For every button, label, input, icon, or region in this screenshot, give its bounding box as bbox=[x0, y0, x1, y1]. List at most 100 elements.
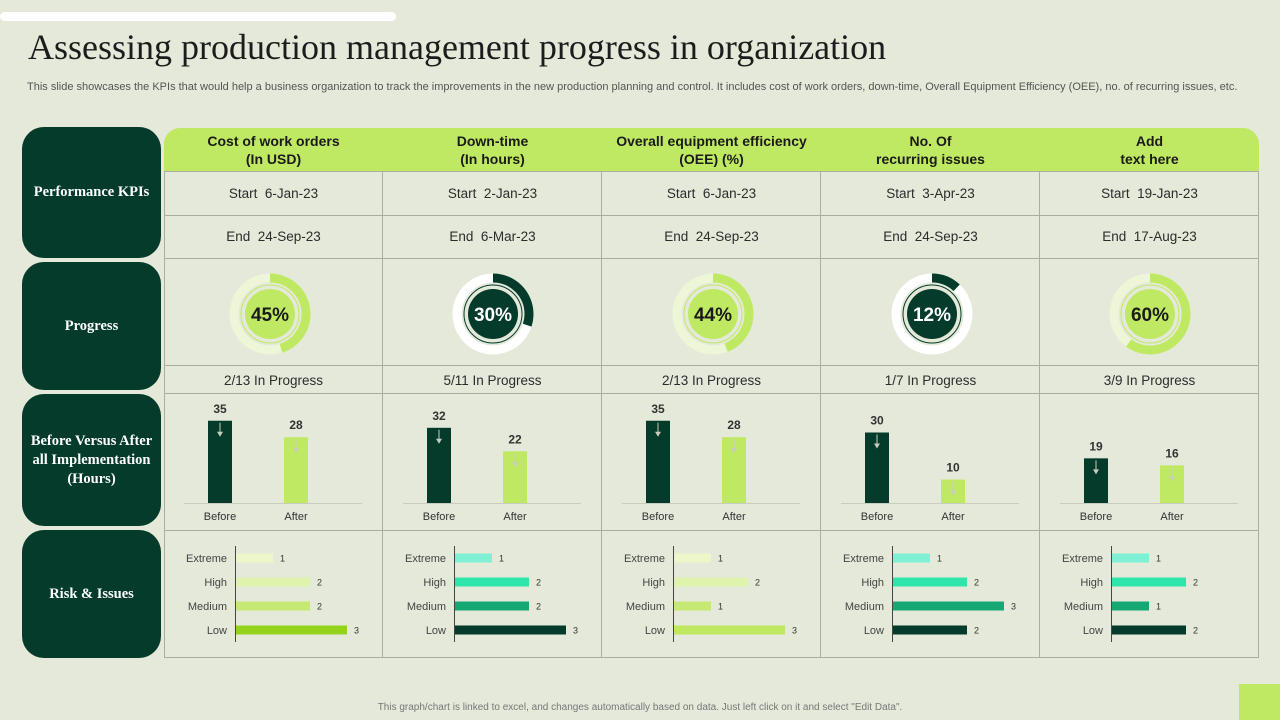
row-label-risk-issues: Risk & Issues bbox=[22, 530, 163, 658]
bar-category-label: Before bbox=[1080, 511, 1112, 523]
end-date-cell: End 24-Sep-23 bbox=[821, 229, 1040, 244]
start-label: Start bbox=[666, 186, 696, 201]
bar-value-label: 22 bbox=[508, 432, 522, 446]
risk-bar-medium bbox=[1112, 601, 1149, 611]
bar-value-label: 35 bbox=[651, 402, 665, 416]
kpi-header-5-line2: text here bbox=[1120, 151, 1179, 167]
risk-chart: Extreme 1 High 2 Medium 2 Low 3 bbox=[186, 546, 359, 642]
risk-chart: Extreme 1 High 2 Medium 3 Low 2 bbox=[843, 546, 1016, 642]
start-date-cell: Start 3-Apr-23 bbox=[821, 186, 1040, 201]
arrow-down-icon bbox=[293, 448, 299, 454]
page-title: Assessing production management progress… bbox=[28, 27, 887, 67]
bar-category-label: After bbox=[503, 511, 527, 523]
risk-category-label: High bbox=[861, 577, 884, 589]
risk-category-label: Extreme bbox=[405, 553, 446, 565]
grid-line bbox=[164, 365, 1259, 366]
risk-category-label: Low bbox=[864, 625, 884, 637]
risk-category-label: Low bbox=[207, 625, 227, 637]
progress-donut: 45% bbox=[229, 273, 311, 355]
risk-bar-high bbox=[236, 577, 310, 587]
risk-bar-low bbox=[455, 625, 566, 635]
kpi-header-2-line1: Down-time bbox=[456, 133, 529, 149]
risk-category-label: Low bbox=[1083, 625, 1103, 637]
grid-line bbox=[1258, 171, 1259, 658]
grid-line bbox=[164, 215, 1259, 216]
donut-arc bbox=[672, 273, 754, 355]
arrow-down-icon bbox=[436, 438, 442, 444]
risk-category-label: Extreme bbox=[186, 553, 227, 565]
risk-bar-low bbox=[1112, 625, 1186, 635]
risk-bar-medium bbox=[674, 601, 711, 611]
risk-value-label: 2 bbox=[536, 602, 541, 612]
risk-category-label: Extreme bbox=[624, 553, 665, 565]
arrow-down-icon bbox=[1169, 476, 1175, 482]
progress-text: 2/13 In Progress bbox=[661, 373, 762, 388]
end-date: 24-Sep-23 bbox=[257, 229, 321, 244]
top-accent-bar bbox=[0, 12, 396, 21]
progress-donut: 30% bbox=[452, 273, 534, 355]
bar-category-label: After bbox=[941, 511, 965, 523]
kpi-header-3: Overall equipment efficiency (OEE) (%) bbox=[602, 132, 821, 168]
grid-line bbox=[382, 171, 383, 658]
donut-center bbox=[907, 289, 957, 339]
before-after-chart: 35 Before 28 After bbox=[184, 402, 362, 523]
risk-bar-high bbox=[455, 577, 529, 587]
progress-text: 5/11 In Progress bbox=[443, 373, 542, 388]
end-date-cell: End 6-Mar-23 bbox=[383, 229, 602, 244]
kpi-header-3-line2: (OEE) (%) bbox=[679, 151, 744, 167]
risk-category-label: Extreme bbox=[843, 553, 884, 565]
kpi-header: Cost of work orders (In USD) Down-time (In… bbox=[164, 128, 1259, 171]
progress-donut: 12% bbox=[891, 273, 973, 355]
bar-category-label: After bbox=[1160, 511, 1184, 523]
donut-arc bbox=[452, 273, 534, 355]
risk-value-label: 2 bbox=[536, 578, 541, 588]
page-subtitle: This slide showcases the KPIs that would… bbox=[27, 81, 1238, 93]
before-after-chart: 19 Before 16 After bbox=[1060, 439, 1238, 523]
start-date-cell: Start 6-Jan-23 bbox=[602, 186, 821, 201]
start-date: 2-Jan-23 bbox=[483, 186, 538, 201]
risk-category-label: High bbox=[204, 577, 227, 589]
risk-value-label: 3 bbox=[354, 626, 359, 636]
progress-text: 3/9 In Progress bbox=[1103, 373, 1196, 388]
donut-label: 60% bbox=[1131, 305, 1169, 326]
arrow-down-icon bbox=[1093, 469, 1099, 475]
donut-label: 44% bbox=[694, 305, 732, 326]
arrow-down-icon bbox=[217, 431, 223, 437]
kpi-header-5-line1: Add bbox=[1135, 133, 1164, 149]
bar-category-label: Before bbox=[204, 511, 236, 523]
risk-value-label: 3 bbox=[573, 626, 578, 636]
start-label: Start bbox=[1101, 186, 1130, 201]
risk-bar-low bbox=[674, 625, 785, 635]
risk-bar-extreme bbox=[893, 553, 930, 563]
risk-bar-high bbox=[893, 577, 967, 587]
grid-line bbox=[164, 530, 1259, 531]
grid-line bbox=[164, 657, 1259, 658]
donut-inner-ring bbox=[683, 284, 743, 344]
bar-value-label: 35 bbox=[213, 402, 227, 416]
risk-category-label: Medium bbox=[407, 601, 446, 613]
start-date: 3-Apr-23 bbox=[922, 186, 975, 201]
kpi-header-3-line1: Overall equipment efficiency bbox=[616, 133, 807, 149]
end-date-cell: End 24-Sep-23 bbox=[164, 229, 383, 244]
risk-value-label: 2 bbox=[317, 602, 322, 612]
kpi-header-4: No. Of recurring issues bbox=[821, 132, 1040, 168]
donut-center bbox=[245, 289, 295, 339]
grid-line bbox=[1039, 171, 1040, 658]
progress-text: 2/13 In Progress bbox=[223, 373, 324, 388]
donut-arc bbox=[891, 273, 973, 355]
risk-bar-medium bbox=[236, 601, 310, 611]
before-after-chart: 35 Before 28 After bbox=[622, 402, 800, 523]
arrow-down-icon bbox=[512, 462, 518, 468]
risk-value-label: 1 bbox=[718, 602, 723, 612]
risk-category-label: Medium bbox=[845, 601, 884, 613]
bar-category-label: Before bbox=[423, 511, 455, 523]
risk-bar-medium bbox=[893, 601, 1004, 611]
risk-category-label: Medium bbox=[1064, 601, 1103, 613]
risk-value-label: 2 bbox=[1193, 626, 1198, 636]
donut-arc bbox=[229, 273, 311, 355]
kpi-header-2: Down-time (In hours) bbox=[383, 132, 602, 168]
end-label: End bbox=[883, 229, 908, 244]
end-date-cell: End 24-Sep-23 bbox=[602, 229, 821, 244]
end-label: End bbox=[226, 229, 251, 244]
risk-value-label: 2 bbox=[1193, 578, 1198, 588]
